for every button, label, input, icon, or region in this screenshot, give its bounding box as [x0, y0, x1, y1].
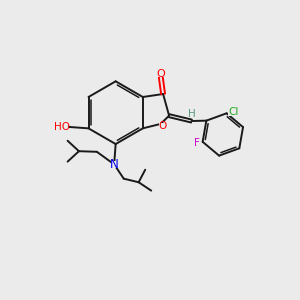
FancyBboxPatch shape: [157, 71, 165, 77]
Text: O: O: [156, 69, 165, 79]
Text: HO: HO: [54, 122, 70, 132]
FancyBboxPatch shape: [56, 124, 68, 130]
FancyBboxPatch shape: [111, 161, 118, 168]
Text: N: N: [110, 158, 118, 171]
Text: O: O: [159, 121, 167, 131]
FancyBboxPatch shape: [228, 109, 238, 116]
FancyBboxPatch shape: [159, 123, 166, 129]
FancyBboxPatch shape: [189, 112, 195, 117]
Text: H: H: [188, 110, 196, 119]
FancyBboxPatch shape: [194, 140, 200, 147]
Text: Cl: Cl: [228, 107, 238, 117]
Text: F: F: [194, 138, 200, 148]
